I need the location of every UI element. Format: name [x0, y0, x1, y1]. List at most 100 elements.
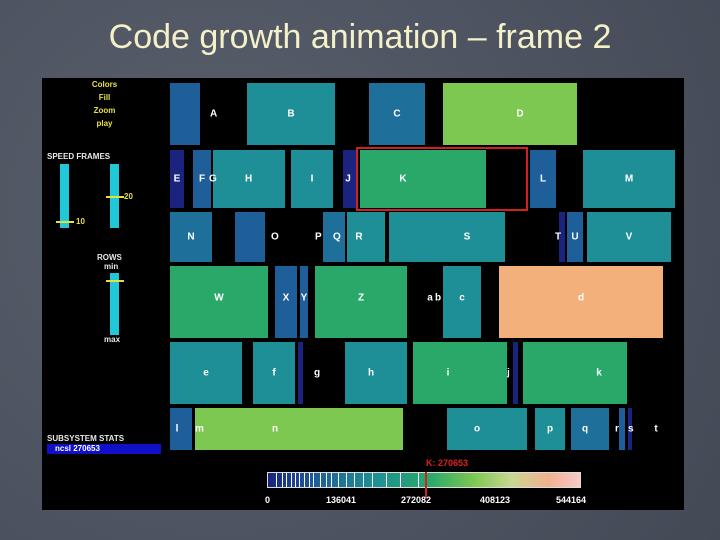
- rows-label: ROWS: [97, 253, 122, 262]
- cell-c[interactable]: c: [443, 266, 481, 338]
- legend-tick: [282, 473, 283, 487]
- speed-slider[interactable]: [60, 164, 69, 228]
- cell-m-label: m: [195, 423, 204, 435]
- speed-slider-thumb[interactable]: [56, 221, 74, 223]
- cell-e[interactable]: e: [170, 342, 242, 404]
- legend-tick-label: 544164: [556, 495, 587, 505]
- cell-F[interactable]: F: [193, 150, 211, 208]
- rows-slider-thumb[interactable]: [106, 280, 124, 282]
- legend-tick: [354, 473, 355, 487]
- cell-V[interactable]: V: [587, 212, 671, 262]
- cell-P-label: P: [315, 231, 322, 243]
- legend-tick: [418, 473, 419, 487]
- selected-cell-highlight: [356, 147, 528, 211]
- legend-tick: [326, 473, 327, 487]
- cell-L-label: L: [539, 173, 547, 185]
- cell-T[interactable]: T: [555, 212, 565, 262]
- legend-tick: [363, 473, 364, 487]
- legend-tick: [309, 473, 310, 487]
- cell-t[interactable]: t: [635, 408, 677, 450]
- cell-j[interactable]: j: [507, 342, 518, 404]
- subsystem-stats-value: ncsl 270653: [47, 444, 161, 454]
- cell-r-label: r: [615, 423, 619, 435]
- cell-N-label: N: [187, 231, 195, 243]
- cell-W[interactable]: W: [170, 266, 268, 338]
- cell-M[interactable]: M: [583, 150, 675, 208]
- cell-t-label: t: [654, 423, 658, 435]
- cell-Z[interactable]: Z: [315, 266, 407, 338]
- cell-g[interactable]: g: [298, 342, 320, 404]
- cell-Q[interactable]: Q: [333, 212, 345, 262]
- legend-marker: [425, 472, 427, 498]
- cell-I-label: I: [310, 173, 314, 185]
- cell-a-label: a: [427, 292, 433, 304]
- cell-V-label: V: [625, 231, 633, 243]
- legend-tick: [372, 473, 373, 487]
- cell-n[interactable]: n: [227, 408, 403, 450]
- cell-T-label: T: [555, 231, 562, 243]
- menu-zoom[interactable]: Zoom: [93, 106, 116, 115]
- cell-Y[interactable]: Y: [300, 266, 308, 338]
- cell-o-label: o: [473, 423, 481, 435]
- cell-h[interactable]: h: [345, 342, 407, 404]
- cell-i-label: i: [446, 367, 450, 379]
- legend-tick: [299, 473, 300, 487]
- cell-j-label: j: [507, 367, 510, 379]
- cell-A[interactable]: A: [170, 83, 217, 145]
- cell-I[interactable]: I: [291, 150, 333, 208]
- cell-f[interactable]: f: [253, 342, 295, 404]
- cell-U[interactable]: U: [567, 212, 583, 262]
- cell-P[interactable]: P: [315, 212, 339, 262]
- rows-slider[interactable]: [110, 273, 119, 335]
- legend-tick: [276, 473, 277, 487]
- cell-J-label: J: [345, 173, 351, 185]
- cell-S[interactable]: S: [389, 212, 505, 262]
- menu-play[interactable]: play: [96, 119, 113, 128]
- cell-i[interactable]: i: [413, 342, 507, 404]
- menu-fill[interactable]: Fill: [98, 93, 111, 102]
- cell-l-label: l: [175, 423, 179, 435]
- cell-J[interactable]: J: [343, 150, 357, 208]
- cell-a[interactable]: a: [425, 266, 435, 338]
- cell-p-label: p: [546, 423, 554, 435]
- legend-tick: [295, 473, 296, 487]
- cell-s[interactable]: s: [628, 408, 634, 450]
- cell-H[interactable]: H: [237, 150, 285, 208]
- speed-value: 10: [76, 217, 85, 226]
- rows-min-label: min: [104, 262, 119, 271]
- frames-slider-thumb[interactable]: [106, 196, 124, 198]
- cell-E[interactable]: E: [170, 150, 184, 208]
- cell-k-label: k: [596, 367, 602, 379]
- cell-R[interactable]: R: [347, 212, 385, 262]
- cell-K[interactable]: K: [360, 150, 486, 208]
- cell-b[interactable]: b: [435, 266, 441, 338]
- cell-D-label: D: [516, 108, 524, 120]
- cell-L[interactable]: L: [530, 150, 556, 208]
- slide-title: Code growth animation – frame 2: [108, 18, 612, 56]
- cell-O[interactable]: O: [235, 212, 279, 262]
- legend-tick: [313, 473, 314, 487]
- menu-colors[interactable]: Colors: [91, 80, 118, 89]
- cell-b-label: b: [435, 292, 442, 304]
- cell-F-label: F: [198, 173, 206, 185]
- cell-p[interactable]: p: [535, 408, 565, 450]
- cell-D[interactable]: D: [443, 83, 577, 145]
- cell-X[interactable]: X: [275, 266, 297, 338]
- cell-C[interactable]: C: [369, 83, 425, 145]
- cell-e-label: e: [203, 367, 209, 379]
- cell-k[interactable]: k: [523, 342, 627, 404]
- cell-q[interactable]: q: [571, 408, 609, 450]
- cell-d[interactable]: d: [499, 266, 663, 338]
- cell-n-label: n: [271, 423, 279, 435]
- visualization-window: Colors Fill Zoom play SPEED FRAMES 10 20…: [42, 78, 684, 510]
- cell-o[interactable]: o: [447, 408, 527, 450]
- legend-tick: [320, 473, 321, 487]
- cell-B[interactable]: B: [247, 83, 335, 145]
- legend-tick: [291, 473, 292, 487]
- cell-r[interactable]: r: [615, 408, 625, 450]
- cell-l[interactable]: l: [170, 408, 192, 450]
- legend-marker-label: K: 270653: [426, 458, 469, 468]
- legend-tick-label: 0: [265, 495, 271, 505]
- cell-N[interactable]: N: [170, 212, 212, 262]
- cell-X-label: X: [282, 292, 290, 304]
